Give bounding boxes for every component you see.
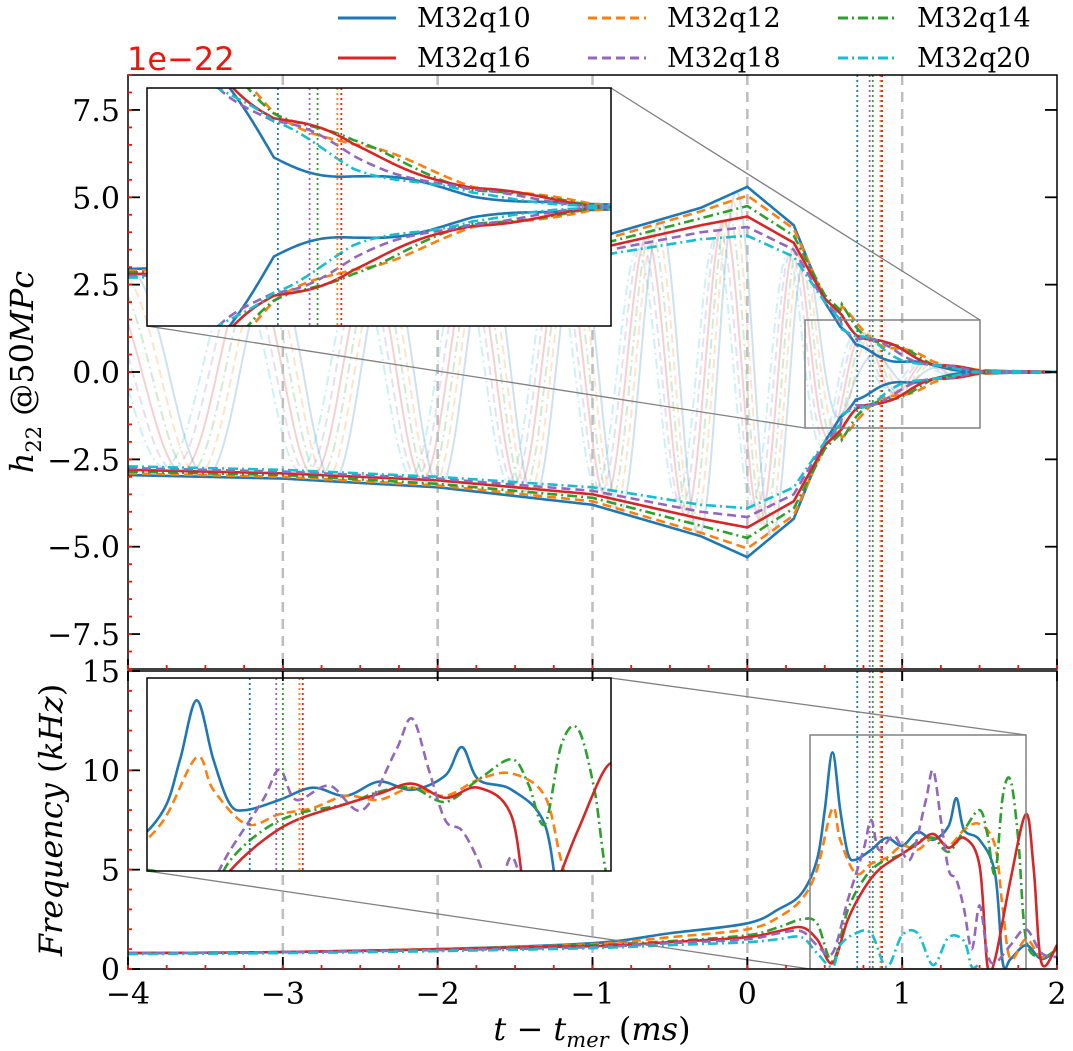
y-tick-label: 10 — [82, 754, 120, 789]
x-tick-label: −4 — [106, 977, 150, 1012]
x-tick-label: −1 — [570, 977, 614, 1012]
legend-entry: M32q18 — [588, 43, 781, 74]
y-tick-label: 5.0 — [72, 181, 120, 216]
frequency-curves — [128, 751, 1057, 969]
y-tick-label: 0 — [101, 953, 120, 988]
zoom-connector — [146, 870, 811, 970]
legend-entry: M32q14 — [838, 3, 1031, 34]
svg-text:Frequency (kHz): Frequency (kHz) — [32, 684, 70, 957]
y-tick-label: 15 — [82, 655, 120, 690]
y-tick-label: 2.5 — [72, 269, 120, 304]
y-axis-label-top: h22 @50MPc — [3, 271, 46, 474]
zoom-connector — [610, 87, 981, 321]
inset-strain-lower — [231, 205, 611, 326]
inset-frequency-curve — [0, 882, 512, 921]
legend-entry: M32q10 — [338, 3, 531, 34]
inset-strain-upper — [246, 88, 611, 208]
svg-text:h22 @50MPc: h22 @50MPc — [3, 271, 46, 474]
frequency-inset — [0, 678, 611, 921]
legend-entry: M32q12 — [588, 3, 781, 34]
strain-inset — [215, 88, 611, 326]
inset-frequency-curve — [147, 699, 556, 871]
strain-panel: −7.5 −5.0 −2.5 0.0 2.5 5.0 7.5 — [47, 74, 1058, 670]
legend-label: M32q14 — [917, 3, 1031, 34]
strain-envelope-lower — [128, 370, 1057, 540]
legend-entry: M32q16 — [338, 43, 531, 74]
strain-envelope-lower — [128, 370, 1057, 559]
y-tick-label: −7.5 — [47, 618, 120, 653]
inset-frequency-curve — [147, 755, 566, 871]
inset-frequency-curve — [228, 762, 611, 871]
legend-label: M32q10 — [417, 3, 531, 34]
inset-strain-lower — [246, 206, 611, 326]
legend-label: M32q20 — [917, 43, 1031, 74]
inset-frame — [146, 677, 612, 872]
inset-strain-upper — [215, 88, 611, 208]
legend-label: M32q12 — [667, 3, 781, 34]
frequency-curve — [128, 751, 1057, 969]
y-tick-label: 5 — [101, 854, 120, 889]
strain-envelope-lower — [128, 370, 1057, 550]
y-axis-label-bottom: Frequency (kHz) — [32, 684, 70, 957]
x-tick-label: 0 — [738, 977, 757, 1012]
x-axis-label: t − tmer (ms) — [493, 1010, 690, 1051]
legend-label: M32q18 — [667, 43, 781, 74]
strain-envelope-lower — [128, 370, 1057, 519]
x-tick-label: 1 — [893, 977, 912, 1012]
vertical-reference-lines — [281, 75, 904, 669]
y-tick-label: −5.0 — [47, 531, 120, 566]
legend-entry: M32q20 — [838, 43, 1031, 74]
strain-envelope-lower — [128, 370, 1057, 510]
y-tick-label: −2.5 — [47, 443, 120, 478]
svg-text:t − tmer (ms): t − tmer (ms) — [493, 1010, 690, 1051]
y-axis-ticks: −7.5 −5.0 −2.5 0.0 2.5 5.0 7.5 — [47, 74, 1058, 670]
x-tick-label: −2 — [416, 977, 460, 1012]
inset-frame — [146, 87, 612, 327]
legend-label: M32q16 — [417, 43, 531, 74]
inset-background — [147, 88, 611, 326]
frequency-curve — [128, 768, 1057, 965]
axis-ticks: 0 5 10 15 −4 −3 −2 −1 0 1 2 — [82, 655, 1067, 1012]
inset-strain-lower — [215, 206, 611, 326]
y-tick-label: 0.0 — [72, 356, 120, 391]
x-tick-label: 2 — [1047, 977, 1066, 1012]
zoom-connector — [610, 677, 1027, 736]
strain-envelope-lower — [128, 370, 1057, 529]
inset-strain-upper — [216, 88, 611, 209]
frequency-panel: 0 5 10 15 −4 −3 −2 −1 0 1 2 — [0, 655, 1067, 1012]
y-tick-label: 7.5 — [72, 94, 120, 129]
zoom-region-box — [804, 319, 981, 429]
inset-strain-lower — [216, 205, 611, 326]
legend: M32q10 M32q12 M32q14 M32q16 M32q18 M32q20 — [338, 3, 1031, 74]
frequency-curve — [128, 776, 1057, 963]
y-offset-text: 1e−22 — [127, 40, 235, 78]
zoom-connector — [146, 325, 806, 429]
inset-strain-upper — [231, 88, 611, 209]
inset-background — [147, 678, 611, 871]
frequency-curve — [128, 928, 981, 969]
x-tick-label: −3 — [261, 977, 305, 1012]
